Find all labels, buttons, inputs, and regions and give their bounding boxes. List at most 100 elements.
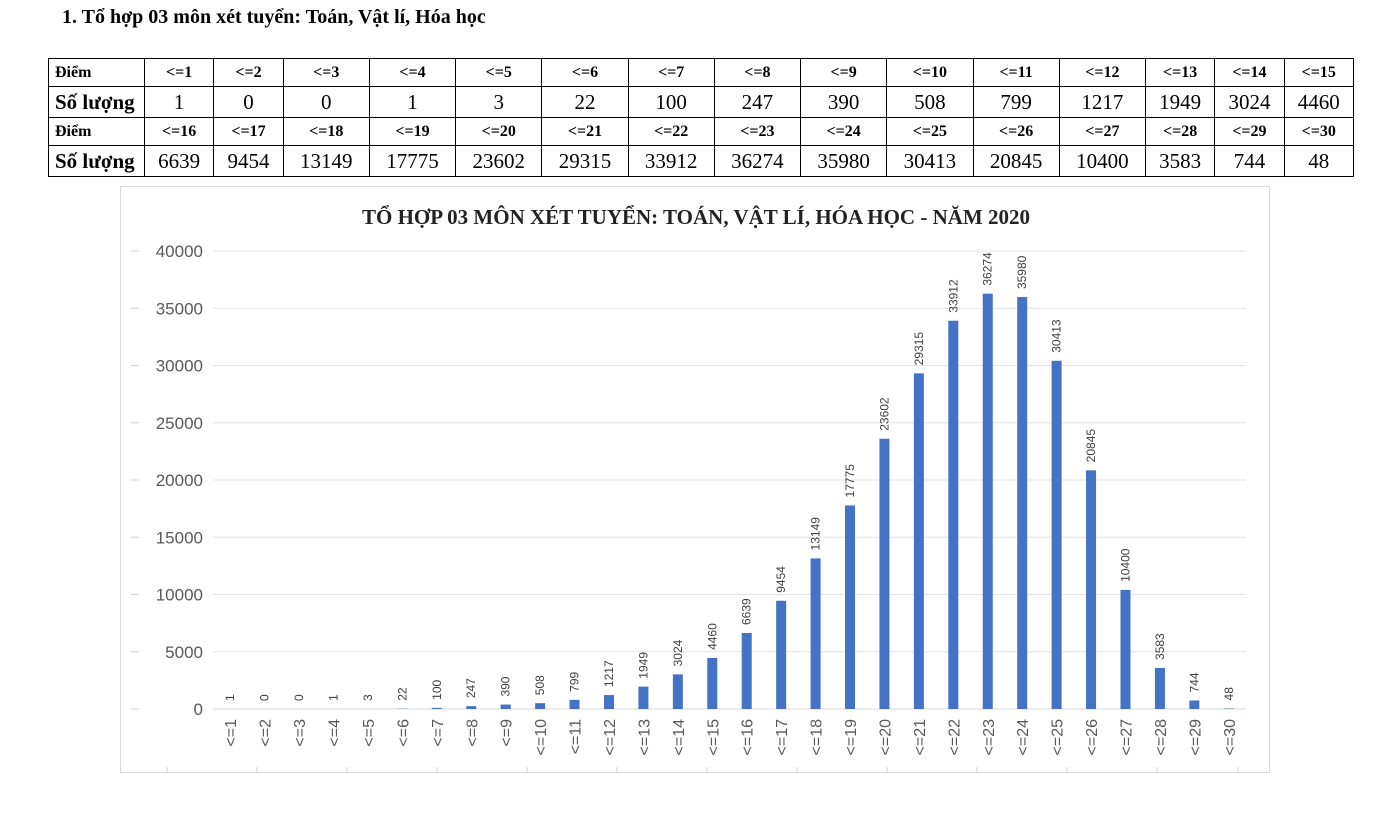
score-cell: <=4 xyxy=(368,58,457,87)
count-row: Số lượng 1 0 0 1 3 22 100 247 390 508 799 1217 1949 30… xyxy=(48,86,1355,118)
data-label: 13149 xyxy=(809,517,823,551)
count-cell: 4460 xyxy=(1283,86,1355,118)
count-cell: 1217 xyxy=(1058,86,1146,118)
x-tick-label: <=19 xyxy=(843,719,860,756)
x-tick-label: <=26 xyxy=(1084,719,1101,756)
x-tick-label: <=25 xyxy=(1050,719,1067,756)
bar xyxy=(569,699,580,709)
data-label: 9454 xyxy=(774,566,788,593)
bar xyxy=(535,703,546,709)
count-cell: 33912 xyxy=(627,145,715,177)
data-label: 48 xyxy=(1222,687,1236,701)
data-label: 100 xyxy=(430,680,444,700)
score-cell: <=6 xyxy=(541,58,629,87)
bar xyxy=(810,558,821,709)
count-cell: 20845 xyxy=(972,145,1060,177)
data-label: 1 xyxy=(223,694,237,701)
score-cell: <=18 xyxy=(282,117,370,146)
score-cell: <=23 xyxy=(713,117,802,146)
x-tick-label: <=23 xyxy=(981,719,998,756)
bar xyxy=(500,704,511,709)
x-tick-label: <=5 xyxy=(361,719,378,747)
count-cell: 799 xyxy=(972,86,1060,118)
data-label: 1949 xyxy=(636,652,650,679)
score-cell: <=25 xyxy=(886,117,974,146)
score-cell: <=1 xyxy=(143,58,215,87)
x-tick-label: <=20 xyxy=(877,719,894,756)
chart-title: TỔ HỢP 03 MÔN XÉT TUYỂN: TOÁN, VẬT LÍ, H… xyxy=(362,205,1030,229)
bar xyxy=(1017,297,1028,709)
count-cell: 36274 xyxy=(713,145,802,177)
bar xyxy=(466,706,477,709)
score-cell: <=14 xyxy=(1214,58,1285,87)
count-cell: 3024 xyxy=(1214,86,1285,118)
bar xyxy=(603,695,614,709)
score-cell: <=3 xyxy=(282,58,370,87)
bar xyxy=(1223,708,1234,709)
count-cell: 100 xyxy=(627,86,715,118)
x-tick-label: <=22 xyxy=(946,719,963,756)
x-tick-label: <=15 xyxy=(705,719,722,756)
x-tick-label: <=14 xyxy=(671,719,688,756)
count-cell: 0 xyxy=(213,86,284,118)
count-cell: 0 xyxy=(282,86,370,118)
score-cell: <=2 xyxy=(213,58,284,87)
x-tick-label: <=17 xyxy=(774,719,791,756)
data-label: 1 xyxy=(327,694,341,701)
score-cell: <=11 xyxy=(972,58,1060,87)
score-cell: <=5 xyxy=(455,58,543,87)
x-tick-label: <=9 xyxy=(499,719,516,747)
x-tick-label: <=3 xyxy=(292,719,309,747)
score-cell: <=19 xyxy=(368,117,457,146)
y-tick-label: 5000 xyxy=(165,643,203,662)
data-label: 744 xyxy=(1187,672,1201,692)
score-cell: <=8 xyxy=(713,58,802,87)
bar xyxy=(1189,700,1200,709)
y-tick-label: 20000 xyxy=(156,471,203,490)
count-cell: 247 xyxy=(713,86,802,118)
y-tick-label: 10000 xyxy=(156,586,203,605)
score-cell: <=30 xyxy=(1283,117,1355,146)
data-label: 33912 xyxy=(946,279,960,313)
data-label: 29315 xyxy=(912,332,926,366)
count-row-label: Số lượng xyxy=(48,86,145,118)
y-tick-label: 25000 xyxy=(156,414,203,433)
score-cell: <=16 xyxy=(143,117,215,146)
score-cell: <=10 xyxy=(886,58,974,87)
data-label: 3 xyxy=(361,694,375,701)
count-cell: 22 xyxy=(541,86,629,118)
x-tick-label: <=6 xyxy=(395,719,412,747)
count-cell: 1 xyxy=(368,86,457,118)
count-cell: 17775 xyxy=(368,145,457,177)
score-cell: <=29 xyxy=(1214,117,1285,146)
bar xyxy=(707,657,718,709)
count-cell: 30413 xyxy=(886,145,974,177)
data-label: 508 xyxy=(533,675,547,695)
data-label: 0 xyxy=(292,694,306,701)
score-cell: <=17 xyxy=(213,117,284,146)
y-tick-label: 40000 xyxy=(156,242,203,261)
data-label: 799 xyxy=(568,672,582,692)
x-tick-label: <=4 xyxy=(327,719,344,747)
data-label: 3024 xyxy=(671,639,685,666)
count-cell: 35980 xyxy=(800,145,888,177)
count-cell: 10400 xyxy=(1058,145,1146,177)
bar xyxy=(1086,470,1097,709)
x-tick-label: <=10 xyxy=(533,719,550,756)
score-cell: <=12 xyxy=(1058,58,1146,87)
data-label: 4460 xyxy=(705,623,719,650)
score-row: Điểm <=1 <=2 <=3 <=4 <=5 <=6 <=7 <=8 <=9 <=10 <=11 <… xyxy=(48,58,1355,87)
y-tick-label: 30000 xyxy=(156,357,203,376)
bar xyxy=(1051,360,1062,709)
count-row: Số lượng 6639 9454 13149 17775 23602 29315 3391… xyxy=(48,145,1355,177)
score-cell: <=27 xyxy=(1058,117,1146,146)
data-label: 6639 xyxy=(740,598,754,625)
score-cell: <=28 xyxy=(1144,117,1216,146)
score-row-label: Điểm xyxy=(48,117,145,146)
data-label: 3583 xyxy=(1153,633,1167,660)
count-cell: 508 xyxy=(886,86,974,118)
count-row-label: Số lượng xyxy=(48,145,145,177)
data-label: 23602 xyxy=(877,397,891,431)
count-cell: 1 xyxy=(143,86,215,118)
count-cell: 9454 xyxy=(213,145,284,177)
